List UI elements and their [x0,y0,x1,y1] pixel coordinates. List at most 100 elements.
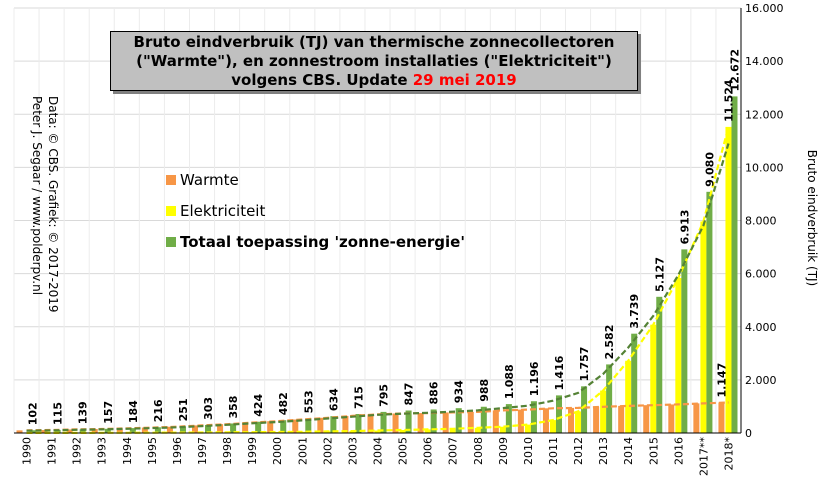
total-value-label: 139 [77,401,90,424]
bar-elektriciteit [600,390,607,433]
bar-totaal [280,420,287,433]
total-value-label: 303 [202,397,215,420]
x-tick-label: 2010 [522,437,535,465]
legend-label-elektriciteit: Elektriciteit [180,202,265,220]
x-tick-label: 1996 [171,437,184,465]
bar-elektriciteit [675,277,682,433]
total-value-label: 553 [302,390,315,413]
y-tick-label: 12.000 [745,108,784,121]
x-tick-label: 2016 [672,437,685,465]
bar-elektriciteit [549,420,556,433]
total-value-label: 12.672 [728,49,741,91]
x-tick-label: 1997 [196,437,209,465]
bar-totaal [731,96,738,434]
total-value-label: 3.739 [628,294,641,329]
x-tick-label: 2018* [722,437,735,471]
bar-warmte [693,403,700,433]
total-value-label: 847 [403,383,416,406]
total-value-label: 5.127 [653,257,666,292]
bar-totaal [455,408,462,433]
bar-warmte [492,410,499,433]
legend-label-totaal: Totaal toepassing 'zonne-energie' [180,233,465,251]
bar-warmte [517,409,524,433]
y-axis: 0 2.000 4.000 6.000 8.000 10.000 12.000 14.000 1… [740,2,784,440]
x-tick-label: 2013 [597,437,610,465]
total-value-label: 115 [52,402,65,425]
legend-label-warmte: Warmte [180,171,239,189]
bar-elektriciteit [474,427,481,433]
bar-totaal [430,409,437,433]
bar-warmte [417,413,424,433]
bar-totaal [230,423,237,433]
bar-warmte [367,414,374,433]
bar-totaal [255,421,262,433]
bar-warmte [718,402,725,433]
bar-totaal [606,364,613,433]
total-value-label: 9.080 [703,152,716,187]
x-tick-label: 1999 [246,437,259,465]
bar-elektriciteit [725,126,732,434]
bar-totaal [530,401,537,433]
bar-warmte [242,422,249,433]
bar-warmte [317,417,324,433]
legend-swatch-warmte [166,175,176,185]
bar-warmte [342,415,349,433]
bar-totaal [305,418,312,433]
x-tick-label: 2002 [321,437,334,465]
bar-warmte [91,429,98,433]
bar-totaal [205,424,212,433]
bar-elektriciteit [524,424,531,433]
bar-elektriciteit [399,429,406,433]
title-date: 29 mei 2019 [412,71,517,89]
bars [16,96,738,434]
bar-warmte [467,411,474,433]
total-value-label: 2.582 [603,325,616,360]
bar-totaal [405,410,412,433]
bar-warmte [643,405,650,433]
x-tick-label: 1990 [21,437,34,465]
bar-warmte [141,427,148,433]
y-tick-label: 6.000 [745,268,777,281]
bar-elektriciteit [575,411,582,433]
bar-totaal [380,411,387,433]
bar-warmte [442,412,449,433]
total-value-label: 934 [453,380,466,403]
title-line-2: ("Warmte"), en zonnestroom installaties … [136,52,612,70]
x-tick-label: 2006 [422,437,435,465]
x-tick-label: 1995 [146,437,159,465]
total-value-label: 1.416 [553,355,566,390]
x-tick-label: 2004 [372,437,385,465]
credit-text: Data: © CBS. Grafiek: © 2017-2019 Peter … [30,96,60,313]
bar-totaal [129,428,136,433]
x-tick-label: 1991 [46,437,59,465]
bar-totaal [480,406,487,433]
bar-totaal [505,404,512,433]
bar-elektriciteit [650,324,657,433]
x-tick-label: 2017** [697,437,710,476]
bar-warmte [668,404,675,433]
bar-totaal [706,191,713,433]
bar-totaal [681,249,688,433]
y-tick-label: 16.000 [745,2,784,15]
x-axis: 1990 1991 1992 1993 1994 1995 1996 1997 1998 1999… [14,432,741,476]
x-tick-label: 2001 [296,437,309,465]
total-value-label: 157 [102,401,115,424]
bar-totaal [179,426,186,433]
x-tick-label: 2007 [447,437,460,465]
bar-totaal [631,333,638,433]
bar-warmte [116,428,123,433]
value-labels: 102 115 139 157 184 216 251 303 358 424 482 553 634 7… [27,49,742,425]
bar-warmte [267,421,274,433]
y-axis-title: Bruto eindverbruik (TJ) [805,150,819,286]
bar-totaal [656,296,663,433]
total-value-label: 358 [227,396,240,419]
credit-line-1: Data: © CBS. Grafiek: © 2017-2019 [46,96,60,313]
title-line-3-wrap: volgens CBS. Update 29 mei 2019 [111,71,637,90]
legend-swatch-totaal [166,237,176,247]
y-tick-label: 8.000 [745,215,777,228]
total-value-label: 715 [352,386,365,409]
bar-warmte [217,424,224,433]
x-tick-label: 2003 [346,437,359,465]
total-value-label: 251 [177,398,190,421]
trend-line-totaal [26,143,730,432]
